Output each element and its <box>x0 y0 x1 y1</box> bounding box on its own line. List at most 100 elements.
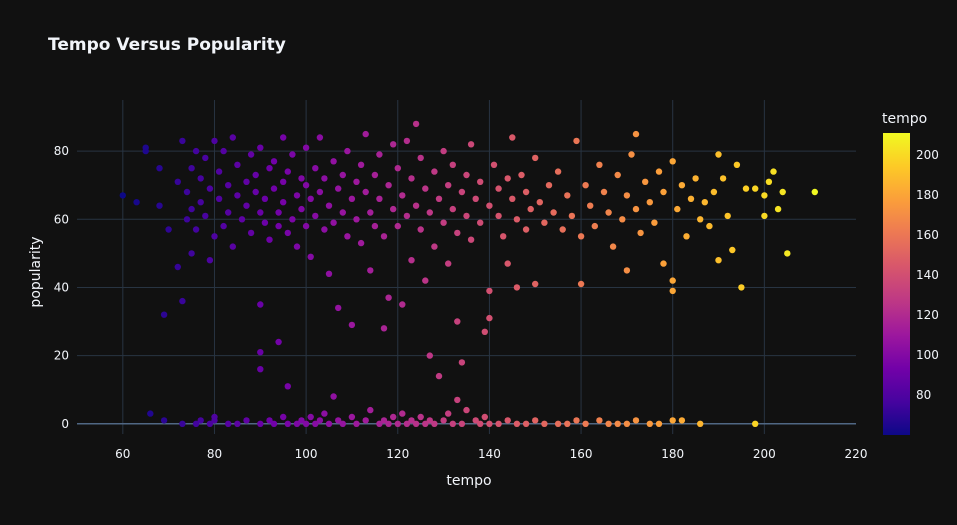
data-point <box>472 195 479 202</box>
data-point <box>302 222 310 230</box>
data-point <box>192 420 200 427</box>
data-point <box>353 178 360 185</box>
data-point <box>614 420 621 427</box>
x-tick-label: 160 <box>570 447 593 461</box>
data-point <box>486 314 493 322</box>
data-point <box>527 205 534 213</box>
data-point <box>458 188 466 196</box>
data-point <box>312 165 319 172</box>
data-point <box>655 168 663 175</box>
grid-lines <box>77 100 856 434</box>
colorbar-tick-labels: 80 100 120 140 160 180 200 <box>916 148 939 402</box>
data-point <box>573 417 580 424</box>
data-point <box>335 304 342 312</box>
data-point <box>669 158 676 165</box>
data-point <box>422 420 429 427</box>
data-point <box>376 195 383 202</box>
data-point <box>348 413 356 421</box>
data-point <box>243 178 250 185</box>
data-point <box>761 212 768 220</box>
data-point <box>371 171 379 179</box>
data-point <box>284 168 291 175</box>
data-point <box>275 209 282 216</box>
data-point <box>623 267 631 274</box>
data-point <box>339 420 346 427</box>
data-point <box>243 417 250 424</box>
data-point <box>724 212 731 220</box>
data-point <box>380 233 388 240</box>
data-point <box>463 212 470 220</box>
data-point <box>266 417 273 424</box>
data-point <box>403 212 411 220</box>
data-point <box>513 216 521 223</box>
data-point <box>504 417 511 424</box>
data-point <box>335 417 342 424</box>
data-point <box>435 195 443 202</box>
data-point <box>412 202 420 209</box>
data-point <box>257 144 264 151</box>
data-point <box>316 134 324 141</box>
chart-title: Tempo Versus Popularity <box>48 35 286 55</box>
data-point <box>188 165 195 172</box>
data-point <box>261 219 269 226</box>
data-point <box>701 199 708 206</box>
data-point <box>715 151 722 158</box>
data-point <box>357 239 365 247</box>
data-point <box>147 410 154 417</box>
data-point <box>591 222 598 230</box>
colorbar-tick-label: 160 <box>916 228 939 242</box>
data-point <box>412 420 420 427</box>
data-point <box>440 417 447 424</box>
data-point <box>458 420 466 427</box>
data-point <box>183 188 191 196</box>
data-point <box>454 396 461 404</box>
data-point <box>605 420 612 427</box>
data-point <box>403 420 411 427</box>
data-point <box>261 195 269 202</box>
data-point <box>706 222 713 230</box>
y-tick-labels: 0 20 40 60 80 <box>54 144 69 431</box>
x-tick-label: 120 <box>386 447 409 461</box>
data-point <box>174 178 181 185</box>
data-point <box>197 417 204 424</box>
data-point <box>577 280 585 288</box>
data-point <box>463 406 470 414</box>
data-point <box>390 141 397 148</box>
data-point <box>325 420 333 427</box>
data-point <box>307 413 314 421</box>
data-point <box>344 147 351 155</box>
data-point <box>729 246 736 254</box>
data-point <box>500 233 507 240</box>
data-point <box>298 417 305 424</box>
data-point <box>234 420 241 427</box>
data-point <box>481 328 488 335</box>
data-point <box>307 195 314 202</box>
data-point <box>564 420 571 427</box>
data-point <box>632 205 640 213</box>
data-point <box>811 188 818 196</box>
data-point <box>678 182 686 189</box>
data-point <box>220 147 227 155</box>
data-point <box>252 171 259 179</box>
data-point <box>536 199 543 206</box>
data-point <box>532 417 539 424</box>
data-point <box>522 188 530 196</box>
data-point <box>156 165 163 172</box>
data-point <box>495 420 502 427</box>
data-point <box>257 301 264 308</box>
data-point <box>467 236 475 243</box>
data-point <box>765 178 773 185</box>
colorbar-title: tempo <box>882 111 927 127</box>
data-point <box>270 158 278 165</box>
data-point <box>600 188 608 196</box>
data-point <box>646 420 653 427</box>
data-point <box>532 280 539 288</box>
data-point <box>582 182 589 189</box>
data-point <box>632 417 640 424</box>
data-point <box>353 420 360 427</box>
data-point <box>573 137 580 145</box>
data-point <box>330 158 337 165</box>
colorbar-gradient <box>883 133 910 435</box>
data-point <box>674 205 681 213</box>
data-point <box>316 417 324 424</box>
